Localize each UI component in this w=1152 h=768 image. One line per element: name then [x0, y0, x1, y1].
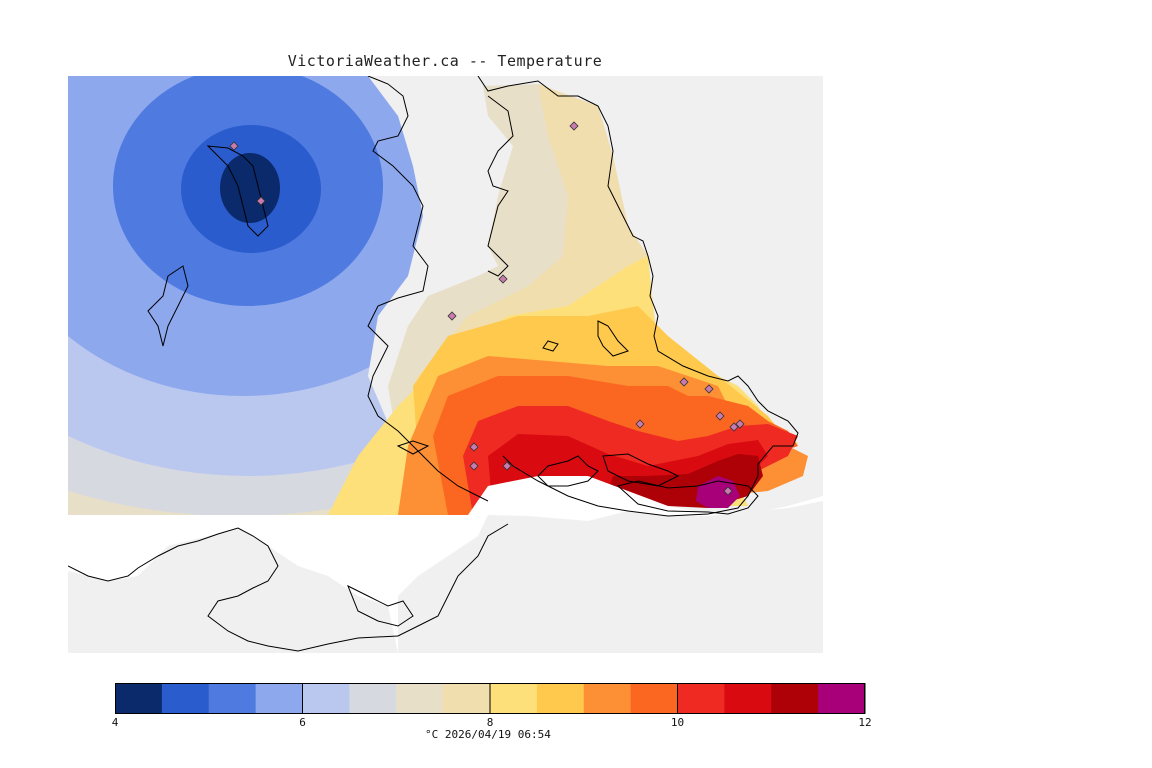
- colorbar-swatch: [677, 683, 725, 714]
- olympic-land: [68, 528, 398, 653]
- station-marker: [256, 196, 266, 206]
- colorbar-swatch: [396, 683, 444, 714]
- station-marker: [469, 442, 479, 452]
- colorbar-swatch: [818, 683, 866, 714]
- colorbar-swatch: [771, 683, 819, 714]
- colorbar-swatch: [208, 683, 257, 714]
- station-marker: [569, 121, 579, 131]
- station-marker: [447, 311, 457, 321]
- station-marker: [715, 411, 725, 421]
- colorbar-tick-label: 12: [858, 716, 872, 729]
- station-marker: [635, 419, 645, 429]
- colorbar-tick-label: 10: [670, 716, 685, 729]
- colorbar-tick-label: 8: [486, 716, 494, 729]
- coastlines: [68, 76, 799, 652]
- map-title: VictoriaWeather.ca -- Temperature: [287, 52, 603, 70]
- colorbar-swatch: [255, 683, 303, 714]
- colorbar-caption: °C 2026/04/19 06:54: [425, 728, 551, 741]
- colorbar-swatch: [630, 683, 678, 714]
- station-marker: [469, 461, 479, 471]
- colorbar-swatch: [490, 683, 538, 714]
- station-marker: [723, 486, 733, 496]
- colorbar-swatch: [302, 683, 350, 714]
- colorbar-swatch: [583, 683, 632, 714]
- temperature-colorbar: [115, 683, 866, 714]
- station-marker: [729, 422, 739, 432]
- station-marker: [229, 141, 239, 151]
- station-marker: [679, 377, 689, 387]
- colorbar-swatch: [161, 683, 210, 714]
- colorbar-swatch: [115, 683, 163, 714]
- temperature-map: [68, 76, 823, 653]
- colorbar-swatch: [443, 683, 491, 714]
- colorbar-tick-label: 4: [111, 716, 119, 729]
- colorbar-swatch: [349, 683, 397, 714]
- station-marker: [502, 461, 512, 471]
- colorbar-swatch: [536, 683, 585, 714]
- station-marker: [704, 384, 714, 394]
- colorbar-swatch: [724, 683, 772, 714]
- station-marker: [735, 419, 745, 429]
- station-markers: [229, 121, 745, 496]
- colorbar-tick-label: 6: [299, 716, 306, 729]
- land-mask-south: [398, 501, 823, 653]
- station-marker: [498, 274, 508, 284]
